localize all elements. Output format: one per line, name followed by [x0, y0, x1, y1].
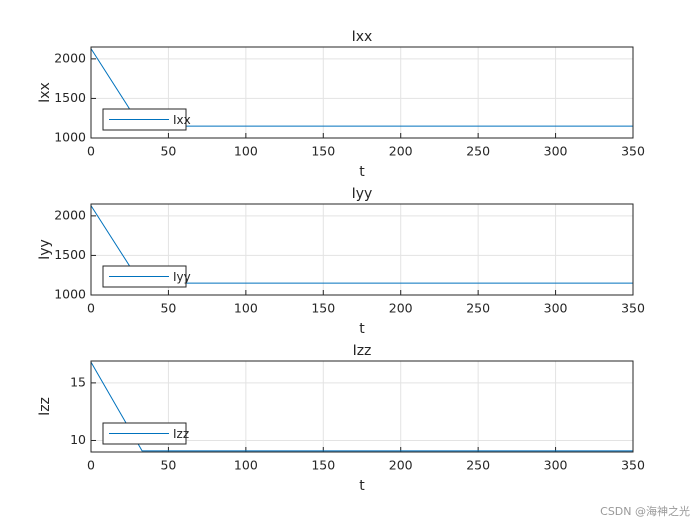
x-tick-label: 100 — [234, 301, 258, 316]
x-tick-label: 150 — [311, 144, 335, 159]
x-tick-label: 200 — [389, 144, 413, 159]
y-tick-label: 2000 — [54, 207, 86, 222]
y-tick-label: 1500 — [54, 90, 86, 105]
data-line — [90, 361, 633, 452]
x-tick-label: 150 — [311, 458, 335, 473]
legend: Izz — [102, 422, 189, 445]
x-tick-label: 50 — [160, 458, 176, 473]
legend-label: Iyy — [173, 270, 191, 284]
x-tick-label: 200 — [389, 458, 413, 473]
legend: Iyy — [102, 265, 191, 288]
x-tick-label: 350 — [621, 458, 645, 473]
x-tick-label: 0 — [87, 458, 95, 473]
y-tick-label: 2000 — [54, 50, 86, 65]
x-tick-label: 0 — [87, 144, 95, 159]
y-tick-label: 15 — [70, 374, 86, 389]
x-tick-label: 250 — [466, 144, 490, 159]
legend-label: Izz — [173, 427, 189, 441]
watermark: CSDN @海神之光 — [600, 504, 690, 518]
y-tick-label: 1500 — [54, 247, 86, 262]
legend-label: Ixx — [173, 113, 191, 127]
x-tick-label: 350 — [621, 301, 645, 316]
x-tick-label: 300 — [544, 144, 568, 159]
y-axis-label: Ixx — [37, 82, 53, 103]
y-tick-label: 1000 — [54, 130, 86, 145]
x-tick-label: 350 — [621, 144, 645, 159]
y-tick-label: 10 — [70, 432, 86, 447]
x-tick-label: 0 — [87, 301, 95, 316]
axes-box — [90, 203, 634, 296]
x-tick-label: 50 — [160, 144, 176, 159]
x-tick-label: 200 — [389, 301, 413, 316]
x-tick-label: 50 — [160, 301, 176, 316]
y-axis-label: Iyy — [37, 239, 53, 260]
chart-title: Ixx — [352, 29, 373, 45]
x-tick-label: 300 — [544, 458, 568, 473]
chart-title: Iyy — [352, 186, 373, 202]
x-axis-label: t — [359, 478, 365, 494]
y-axis-label: Izz — [37, 397, 53, 416]
x-tick-label: 250 — [466, 301, 490, 316]
y-tick-label: 1000 — [54, 287, 86, 302]
chart-title: Izz — [353, 343, 372, 359]
axes-box — [90, 46, 634, 139]
x-axis-label: t — [359, 164, 365, 180]
x-tick-label: 150 — [311, 301, 335, 316]
x-tick-label: 100 — [234, 458, 258, 473]
legend: Ixx — [102, 108, 191, 131]
axes-box — [90, 360, 634, 453]
x-axis-label: t — [359, 321, 365, 337]
x-tick-label: 250 — [466, 458, 490, 473]
x-tick-label: 100 — [234, 144, 258, 159]
x-tick-label: 300 — [544, 301, 568, 316]
